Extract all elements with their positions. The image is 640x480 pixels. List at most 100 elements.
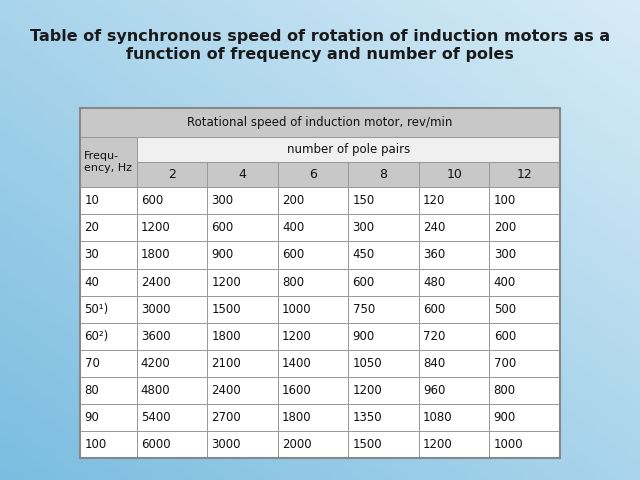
Bar xyxy=(207,404,278,431)
Text: 4200: 4200 xyxy=(141,357,171,370)
Text: 600: 600 xyxy=(353,276,375,288)
Bar xyxy=(137,268,207,296)
Bar xyxy=(348,323,419,350)
Bar xyxy=(80,377,137,404)
Bar xyxy=(207,268,278,296)
Bar xyxy=(490,162,560,187)
Bar xyxy=(207,296,278,323)
Bar xyxy=(80,241,137,268)
Bar xyxy=(490,350,560,377)
Text: 900: 900 xyxy=(211,249,234,262)
Text: Rotational speed of induction motor, rev/min: Rotational speed of induction motor, rev… xyxy=(188,116,452,129)
Text: 400: 400 xyxy=(493,276,516,288)
Text: 6: 6 xyxy=(309,168,317,181)
Text: 1500: 1500 xyxy=(211,303,241,316)
Text: Frequ-
ency, Hz: Frequ- ency, Hz xyxy=(84,151,132,173)
Bar xyxy=(278,268,348,296)
Bar xyxy=(80,108,560,458)
Text: Table of synchronous speed of rotation of induction motors as a
function of freq: Table of synchronous speed of rotation o… xyxy=(30,29,610,62)
Bar xyxy=(207,162,278,187)
Bar xyxy=(80,214,137,241)
Bar xyxy=(207,187,278,214)
Bar xyxy=(348,377,419,404)
Text: 300: 300 xyxy=(211,194,234,207)
Text: 1800: 1800 xyxy=(141,249,170,262)
Bar xyxy=(80,323,137,350)
Text: 3600: 3600 xyxy=(141,330,170,343)
Bar xyxy=(137,296,207,323)
Text: 3000: 3000 xyxy=(141,303,170,316)
Bar xyxy=(490,323,560,350)
Bar xyxy=(419,268,490,296)
Bar xyxy=(348,187,419,214)
Bar xyxy=(137,431,207,458)
Text: 360: 360 xyxy=(423,249,445,262)
Text: 40: 40 xyxy=(84,276,99,288)
Text: 10: 10 xyxy=(446,168,462,181)
Text: 30: 30 xyxy=(84,249,99,262)
Bar xyxy=(278,323,348,350)
Bar xyxy=(278,404,348,431)
Bar xyxy=(278,214,348,241)
Bar xyxy=(419,241,490,268)
Text: 80: 80 xyxy=(84,384,99,397)
Text: 5400: 5400 xyxy=(141,411,170,424)
Text: 1800: 1800 xyxy=(282,411,312,424)
Bar xyxy=(207,214,278,241)
Text: 1600: 1600 xyxy=(282,384,312,397)
Text: 70: 70 xyxy=(84,357,99,370)
Text: 150: 150 xyxy=(353,194,375,207)
Bar xyxy=(207,241,278,268)
Text: 480: 480 xyxy=(423,276,445,288)
Bar xyxy=(348,431,419,458)
Bar xyxy=(348,241,419,268)
Text: 1000: 1000 xyxy=(493,438,524,451)
Bar xyxy=(137,214,207,241)
Bar xyxy=(80,296,137,323)
Bar xyxy=(490,296,560,323)
Text: 60²): 60²) xyxy=(84,330,109,343)
Bar xyxy=(80,137,137,187)
Bar xyxy=(278,431,348,458)
Text: 840: 840 xyxy=(423,357,445,370)
Bar xyxy=(490,187,560,214)
Text: 2100: 2100 xyxy=(211,357,241,370)
Bar xyxy=(207,377,278,404)
Bar xyxy=(137,187,207,214)
Text: 960: 960 xyxy=(423,384,445,397)
Text: 450: 450 xyxy=(353,249,375,262)
Text: 400: 400 xyxy=(282,221,304,234)
Text: 1200: 1200 xyxy=(211,276,241,288)
Text: 800: 800 xyxy=(493,384,516,397)
Bar xyxy=(207,323,278,350)
Text: number of pole pairs: number of pole pairs xyxy=(287,143,410,156)
Bar xyxy=(490,431,560,458)
Bar xyxy=(137,350,207,377)
Text: 1080: 1080 xyxy=(423,411,452,424)
Bar xyxy=(80,268,137,296)
Text: 1800: 1800 xyxy=(211,330,241,343)
Bar xyxy=(80,350,137,377)
Bar xyxy=(80,108,560,137)
Text: 200: 200 xyxy=(493,221,516,234)
Text: 750: 750 xyxy=(353,303,375,316)
Text: 12: 12 xyxy=(517,168,532,181)
Bar xyxy=(348,404,419,431)
Bar xyxy=(80,431,137,458)
Text: 90: 90 xyxy=(84,411,99,424)
Bar xyxy=(490,377,560,404)
Bar xyxy=(137,323,207,350)
Text: 2: 2 xyxy=(168,168,176,181)
Bar xyxy=(348,268,419,296)
Text: 1200: 1200 xyxy=(141,221,171,234)
Text: 2000: 2000 xyxy=(282,438,312,451)
Bar xyxy=(348,350,419,377)
Text: 600: 600 xyxy=(211,221,234,234)
Bar xyxy=(348,214,419,241)
Text: 900: 900 xyxy=(493,411,516,424)
Text: 3000: 3000 xyxy=(211,438,241,451)
Text: 1500: 1500 xyxy=(353,438,382,451)
Bar xyxy=(80,404,137,431)
Text: 6000: 6000 xyxy=(141,438,170,451)
Bar xyxy=(419,214,490,241)
